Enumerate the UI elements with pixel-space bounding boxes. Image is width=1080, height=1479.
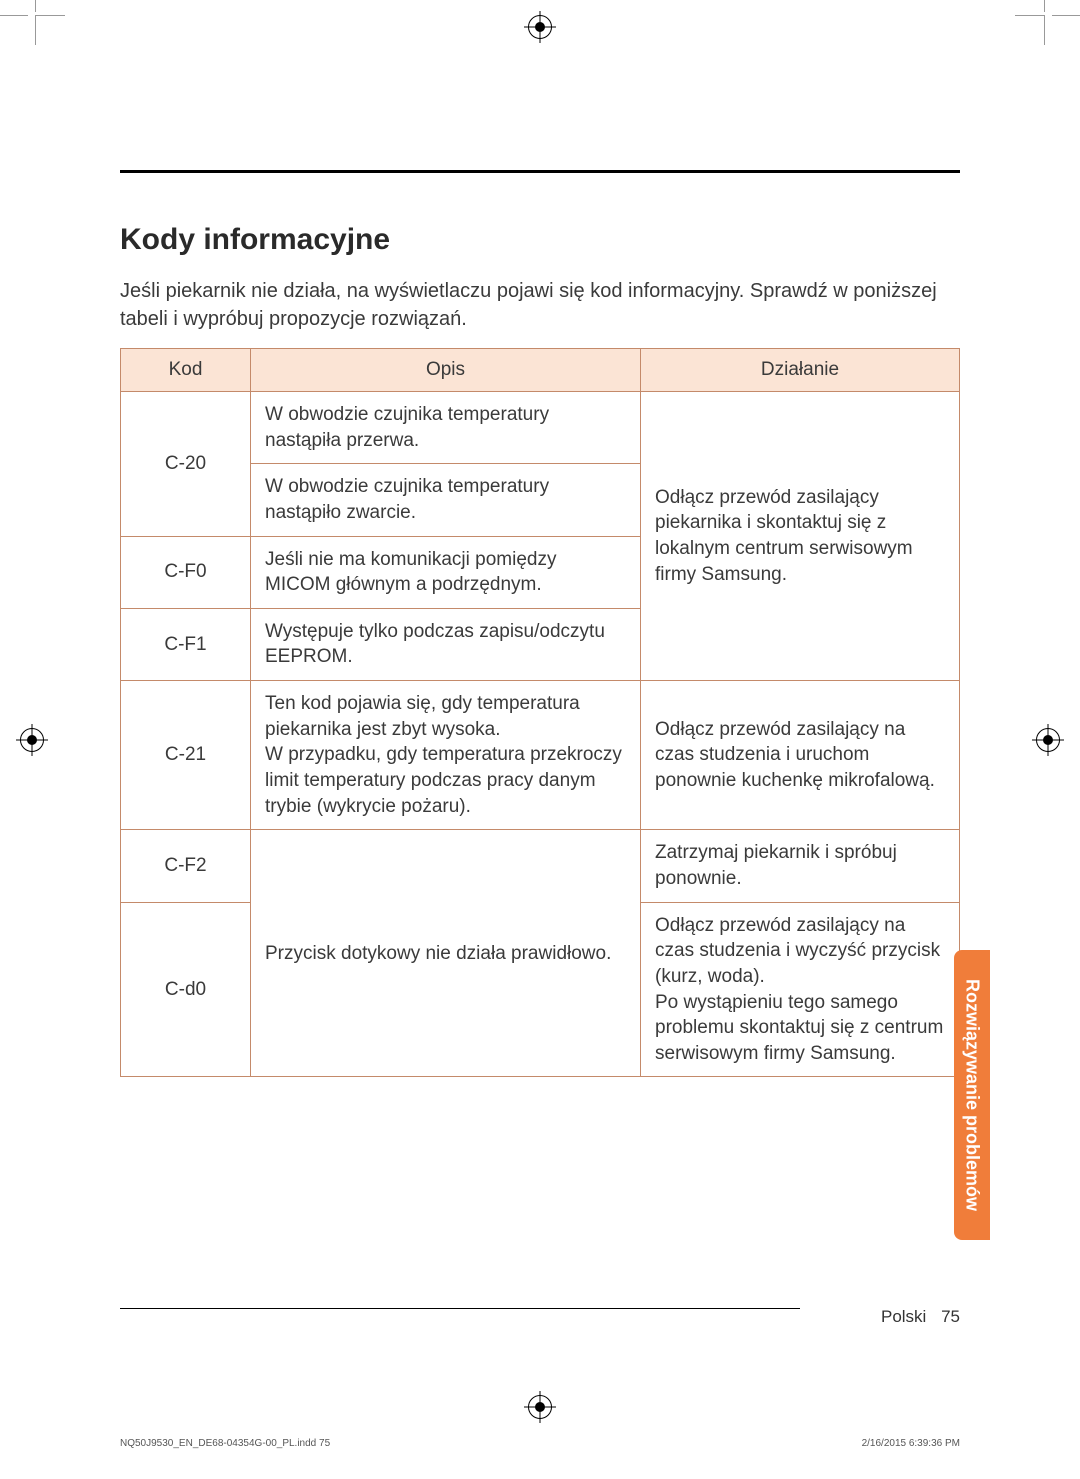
header-code: Kod bbox=[121, 349, 251, 392]
header-action: Działanie bbox=[641, 349, 960, 392]
table-row: C-20 W obwodzie czujnika temperatury nas… bbox=[121, 392, 960, 464]
page-number-value: 75 bbox=[941, 1307, 960, 1326]
page-language: Polski bbox=[881, 1307, 926, 1326]
info-codes-table: Kod Opis Działanie C-20 W obwodzie czujn… bbox=[120, 348, 960, 1077]
crop-mark-top-right bbox=[1015, 15, 1045, 45]
print-file-name: NQ50J9530_EN_DE68-04354G-00_PL.indd 75 bbox=[120, 1438, 330, 1449]
cell-action: Odłącz przewód zasilający piekarnika i s… bbox=[641, 392, 960, 681]
cell-desc: Jeśli nie ma komunikacji pomiędzy MICOM … bbox=[251, 536, 641, 608]
cell-action: Odłącz przewód zasilający na czas studze… bbox=[641, 902, 960, 1077]
top-rule bbox=[120, 170, 960, 173]
section-side-tab-label: Rozwiązywanie problemów bbox=[962, 979, 983, 1211]
cell-code: C-F0 bbox=[121, 536, 251, 608]
table-row: C-21 Ten kod pojawia się, gdy temperatur… bbox=[121, 681, 960, 830]
cell-desc: Ten kod pojawia się, gdy temperatura pie… bbox=[251, 681, 641, 830]
cell-desc: W obwodzie czujnika temperatury nastąpił… bbox=[251, 392, 641, 464]
registration-mark-right-icon bbox=[1036, 728, 1060, 752]
cell-desc: W obwodzie czujnika temperatury nastąpił… bbox=[251, 464, 641, 536]
header-desc: Opis bbox=[251, 349, 641, 392]
registration-mark-left-icon bbox=[20, 728, 44, 752]
page-number: Polski 75 bbox=[881, 1307, 960, 1327]
registration-mark-bottom-icon bbox=[528, 1395, 552, 1419]
cell-desc: Występuje tylko podczas zapisu/odczytu E… bbox=[251, 608, 641, 680]
cell-code: C-21 bbox=[121, 681, 251, 830]
section-side-tab: Rozwiązywanie problemów bbox=[954, 950, 990, 1240]
print-footer: NQ50J9530_EN_DE68-04354G-00_PL.indd 75 2… bbox=[120, 1438, 960, 1449]
cell-action: Odłącz przewód zasilający na czas studze… bbox=[641, 681, 960, 830]
cell-code: C-F1 bbox=[121, 608, 251, 680]
page-content: Kody informacyjne Jeśli piekarnik nie dz… bbox=[120, 170, 960, 1379]
cell-desc: Przycisk dotykowy nie działa prawidłowo. bbox=[251, 830, 641, 1077]
footer-rule bbox=[120, 1308, 800, 1309]
registration-mark-top-icon bbox=[528, 15, 552, 39]
cell-code: C-d0 bbox=[121, 902, 251, 1077]
intro-paragraph: Jeśli piekarnik nie działa, na wyświetla… bbox=[120, 277, 960, 333]
print-timestamp: 2/16/2015 6:39:36 PM bbox=[862, 1438, 960, 1449]
cell-code: C-F2 bbox=[121, 830, 251, 902]
cell-action: Zatrzymaj piekarnik i spróbuj ponownie. bbox=[641, 830, 960, 902]
table-row: C-F2 Przycisk dotykowy nie działa prawid… bbox=[121, 830, 960, 902]
cell-code: C-20 bbox=[121, 392, 251, 537]
crop-mark-top-left bbox=[35, 15, 65, 45]
table-header-row: Kod Opis Działanie bbox=[121, 349, 960, 392]
section-heading: Kody informacyjne bbox=[120, 223, 960, 257]
